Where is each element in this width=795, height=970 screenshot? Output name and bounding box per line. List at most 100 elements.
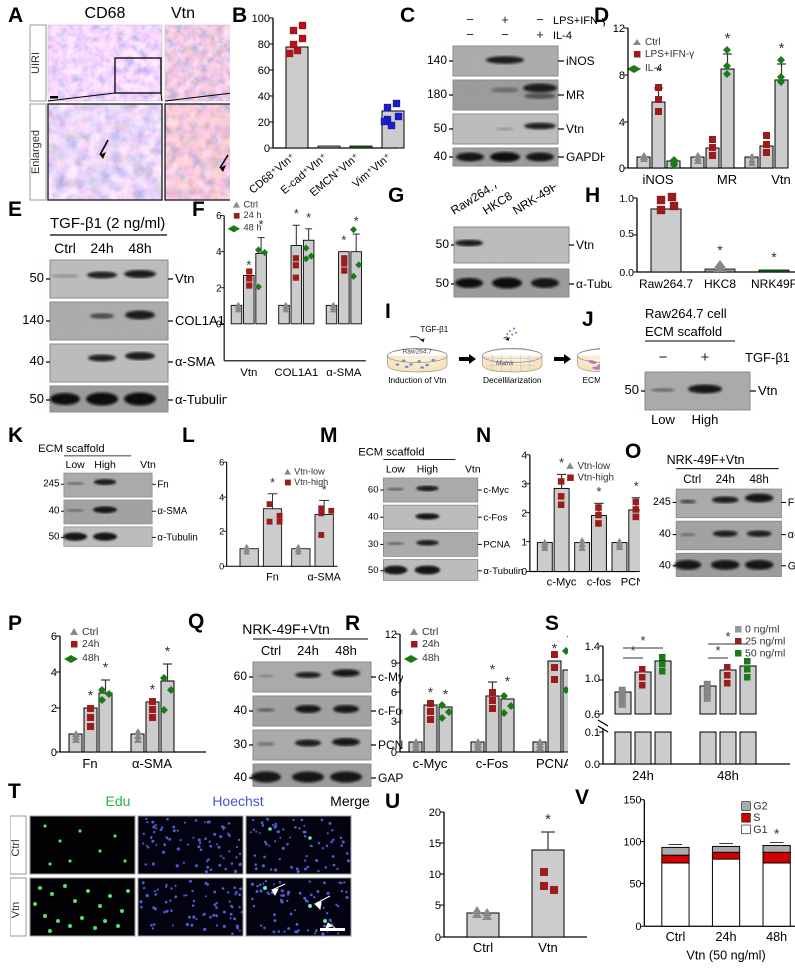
- svg-text:α-SMA: α-SMA: [788, 529, 795, 541]
- svg-text:40: 40: [234, 703, 248, 717]
- svg-text:8: 8: [619, 70, 625, 82]
- svg-text:−: −: [466, 12, 474, 27]
- svg-text:*: *: [103, 659, 109, 675]
- svg-text:24h: 24h: [716, 474, 735, 486]
- svg-text:*: *: [634, 478, 639, 493]
- svg-text:4: 4: [216, 247, 222, 258]
- svg-text:30: 30: [234, 737, 248, 751]
- svg-text:Ctrl: Ctrl: [10, 839, 22, 856]
- svg-text:180: 180: [427, 87, 447, 101]
- svg-text:High: High: [417, 464, 439, 475]
- svg-text:24h: 24h: [90, 240, 113, 256]
- svg-text:1.0: 1.0: [619, 193, 634, 205]
- svg-text:TGF-β1: TGF-β1: [745, 350, 790, 365]
- svg-text:Vtn: Vtn: [758, 383, 778, 398]
- svg-text:α-SMA: α-SMA: [326, 367, 362, 379]
- svg-text:Ctrl: Ctrl: [645, 37, 661, 48]
- svg-text:−: −: [536, 12, 544, 27]
- svg-text:0.0: 0.0: [619, 267, 634, 279]
- svg-text:50: 50: [436, 276, 450, 290]
- svg-text:iNOS: iNOS: [566, 54, 595, 68]
- svg-text:−: −: [466, 27, 474, 42]
- svg-text:NRK-49F+Vtn: NRK-49F+Vtn: [242, 622, 330, 637]
- svg-text:*: *: [165, 643, 171, 659]
- svg-text:PCNA: PCNA: [621, 577, 640, 589]
- svg-text:*: *: [630, 643, 635, 658]
- svg-text:6: 6: [51, 631, 57, 643]
- svg-text:24h: 24h: [422, 638, 440, 650]
- svg-text:50: 50: [30, 391, 44, 406]
- svg-text:2: 2: [521, 508, 527, 519]
- svg-text:c-Fos: c-Fos: [476, 756, 509, 771]
- svg-text:Vtn: Vtn: [171, 5, 195, 22]
- svg-text:Vtn-high: Vtn-high: [577, 473, 614, 484]
- svg-text:*: *: [779, 40, 785, 57]
- svg-text:*: *: [259, 217, 264, 232]
- svg-text:50: 50: [30, 270, 44, 285]
- svg-text:*: *: [322, 483, 327, 497]
- svg-text:Induction of Vtn: Induction of Vtn: [388, 375, 446, 385]
- svg-text:Ctrl: Ctrl: [82, 626, 98, 638]
- svg-text:Vtn (50 ng/ml): Vtn (50 ng/ml): [686, 948, 765, 962]
- svg-text:α-SMA: α-SMA: [157, 506, 187, 517]
- svg-text:0 ng/ml: 0 ng/ml: [745, 624, 779, 636]
- svg-text:*: *: [656, 63, 662, 80]
- svg-text:50 ng/ml: 50 ng/ml: [745, 648, 785, 660]
- svg-text:48h: 48h: [128, 240, 151, 256]
- svg-text:MR: MR: [717, 172, 737, 187]
- svg-text:40: 40: [659, 559, 671, 571]
- svg-text:40: 40: [368, 512, 379, 523]
- svg-text:0: 0: [216, 319, 221, 330]
- svg-text:NRK49F: NRK49F: [751, 277, 795, 291]
- svg-text:48h: 48h: [335, 643, 357, 658]
- svg-text:245: 245: [43, 479, 59, 490]
- svg-text:20: 20: [429, 807, 441, 819]
- svg-text:30: 30: [368, 539, 379, 550]
- svg-text:Vtn: Vtn: [465, 464, 481, 475]
- svg-text:High: High: [94, 460, 116, 471]
- svg-text:+: +: [701, 349, 710, 366]
- svg-text:Vtn: Vtn: [566, 122, 584, 136]
- svg-text:HKC8: HKC8: [704, 277, 736, 291]
- svg-text:LPS+IFN-γ: LPS+IFN-γ: [645, 49, 694, 60]
- svg-text:3: 3: [521, 480, 527, 491]
- svg-text:100: 100: [624, 836, 642, 848]
- svg-text:TGF-β1: TGF-β1: [420, 326, 448, 334]
- svg-text:80: 80: [258, 39, 270, 51]
- svg-text:*: *: [354, 213, 359, 228]
- svg-text:Low: Low: [651, 412, 675, 427]
- svg-text:60: 60: [258, 65, 270, 77]
- svg-text:20: 20: [258, 117, 270, 129]
- svg-text:Vtn: Vtn: [538, 940, 558, 955]
- svg-text:IL-4: IL-4: [553, 30, 572, 42]
- svg-text:*: *: [545, 811, 551, 828]
- svg-text:*: *: [88, 687, 94, 703]
- svg-text:c-fos: c-fos: [587, 577, 612, 589]
- svg-text:COL1A1: COL1A1: [274, 367, 318, 379]
- svg-text:Ctrl: Ctrl: [666, 930, 686, 944]
- svg-text:9: 9: [391, 658, 397, 670]
- svg-text:4: 4: [521, 451, 527, 462]
- svg-text:*: *: [490, 661, 496, 677]
- svg-text:ECM scaffold: ECM scaffold: [358, 447, 424, 459]
- svg-text:0.0: 0.0: [585, 759, 600, 771]
- svg-text:*: *: [771, 249, 777, 265]
- svg-text:ECM scaffold: ECM scaffold: [38, 443, 104, 455]
- svg-text:0.1: 0.1: [585, 727, 600, 739]
- svg-text:140: 140: [427, 53, 447, 67]
- svg-text:*: *: [567, 631, 568, 647]
- svg-text:1: 1: [521, 537, 527, 548]
- svg-text:PCNA: PCNA: [536, 756, 568, 771]
- svg-text:−: −: [659, 349, 668, 366]
- svg-text:2: 2: [51, 703, 57, 715]
- svg-text:Vtn: Vtn: [175, 271, 195, 286]
- svg-text:*: *: [725, 629, 730, 644]
- svg-text:α-SMA: α-SMA: [132, 756, 172, 771]
- svg-text:48h: 48h: [82, 652, 100, 664]
- svg-text:50: 50: [434, 121, 448, 135]
- svg-text:6: 6: [391, 687, 397, 699]
- svg-text:+: +: [501, 12, 509, 27]
- svg-text:50: 50: [368, 565, 379, 576]
- svg-text:Fn: Fn: [157, 479, 168, 490]
- svg-text:0: 0: [391, 747, 397, 759]
